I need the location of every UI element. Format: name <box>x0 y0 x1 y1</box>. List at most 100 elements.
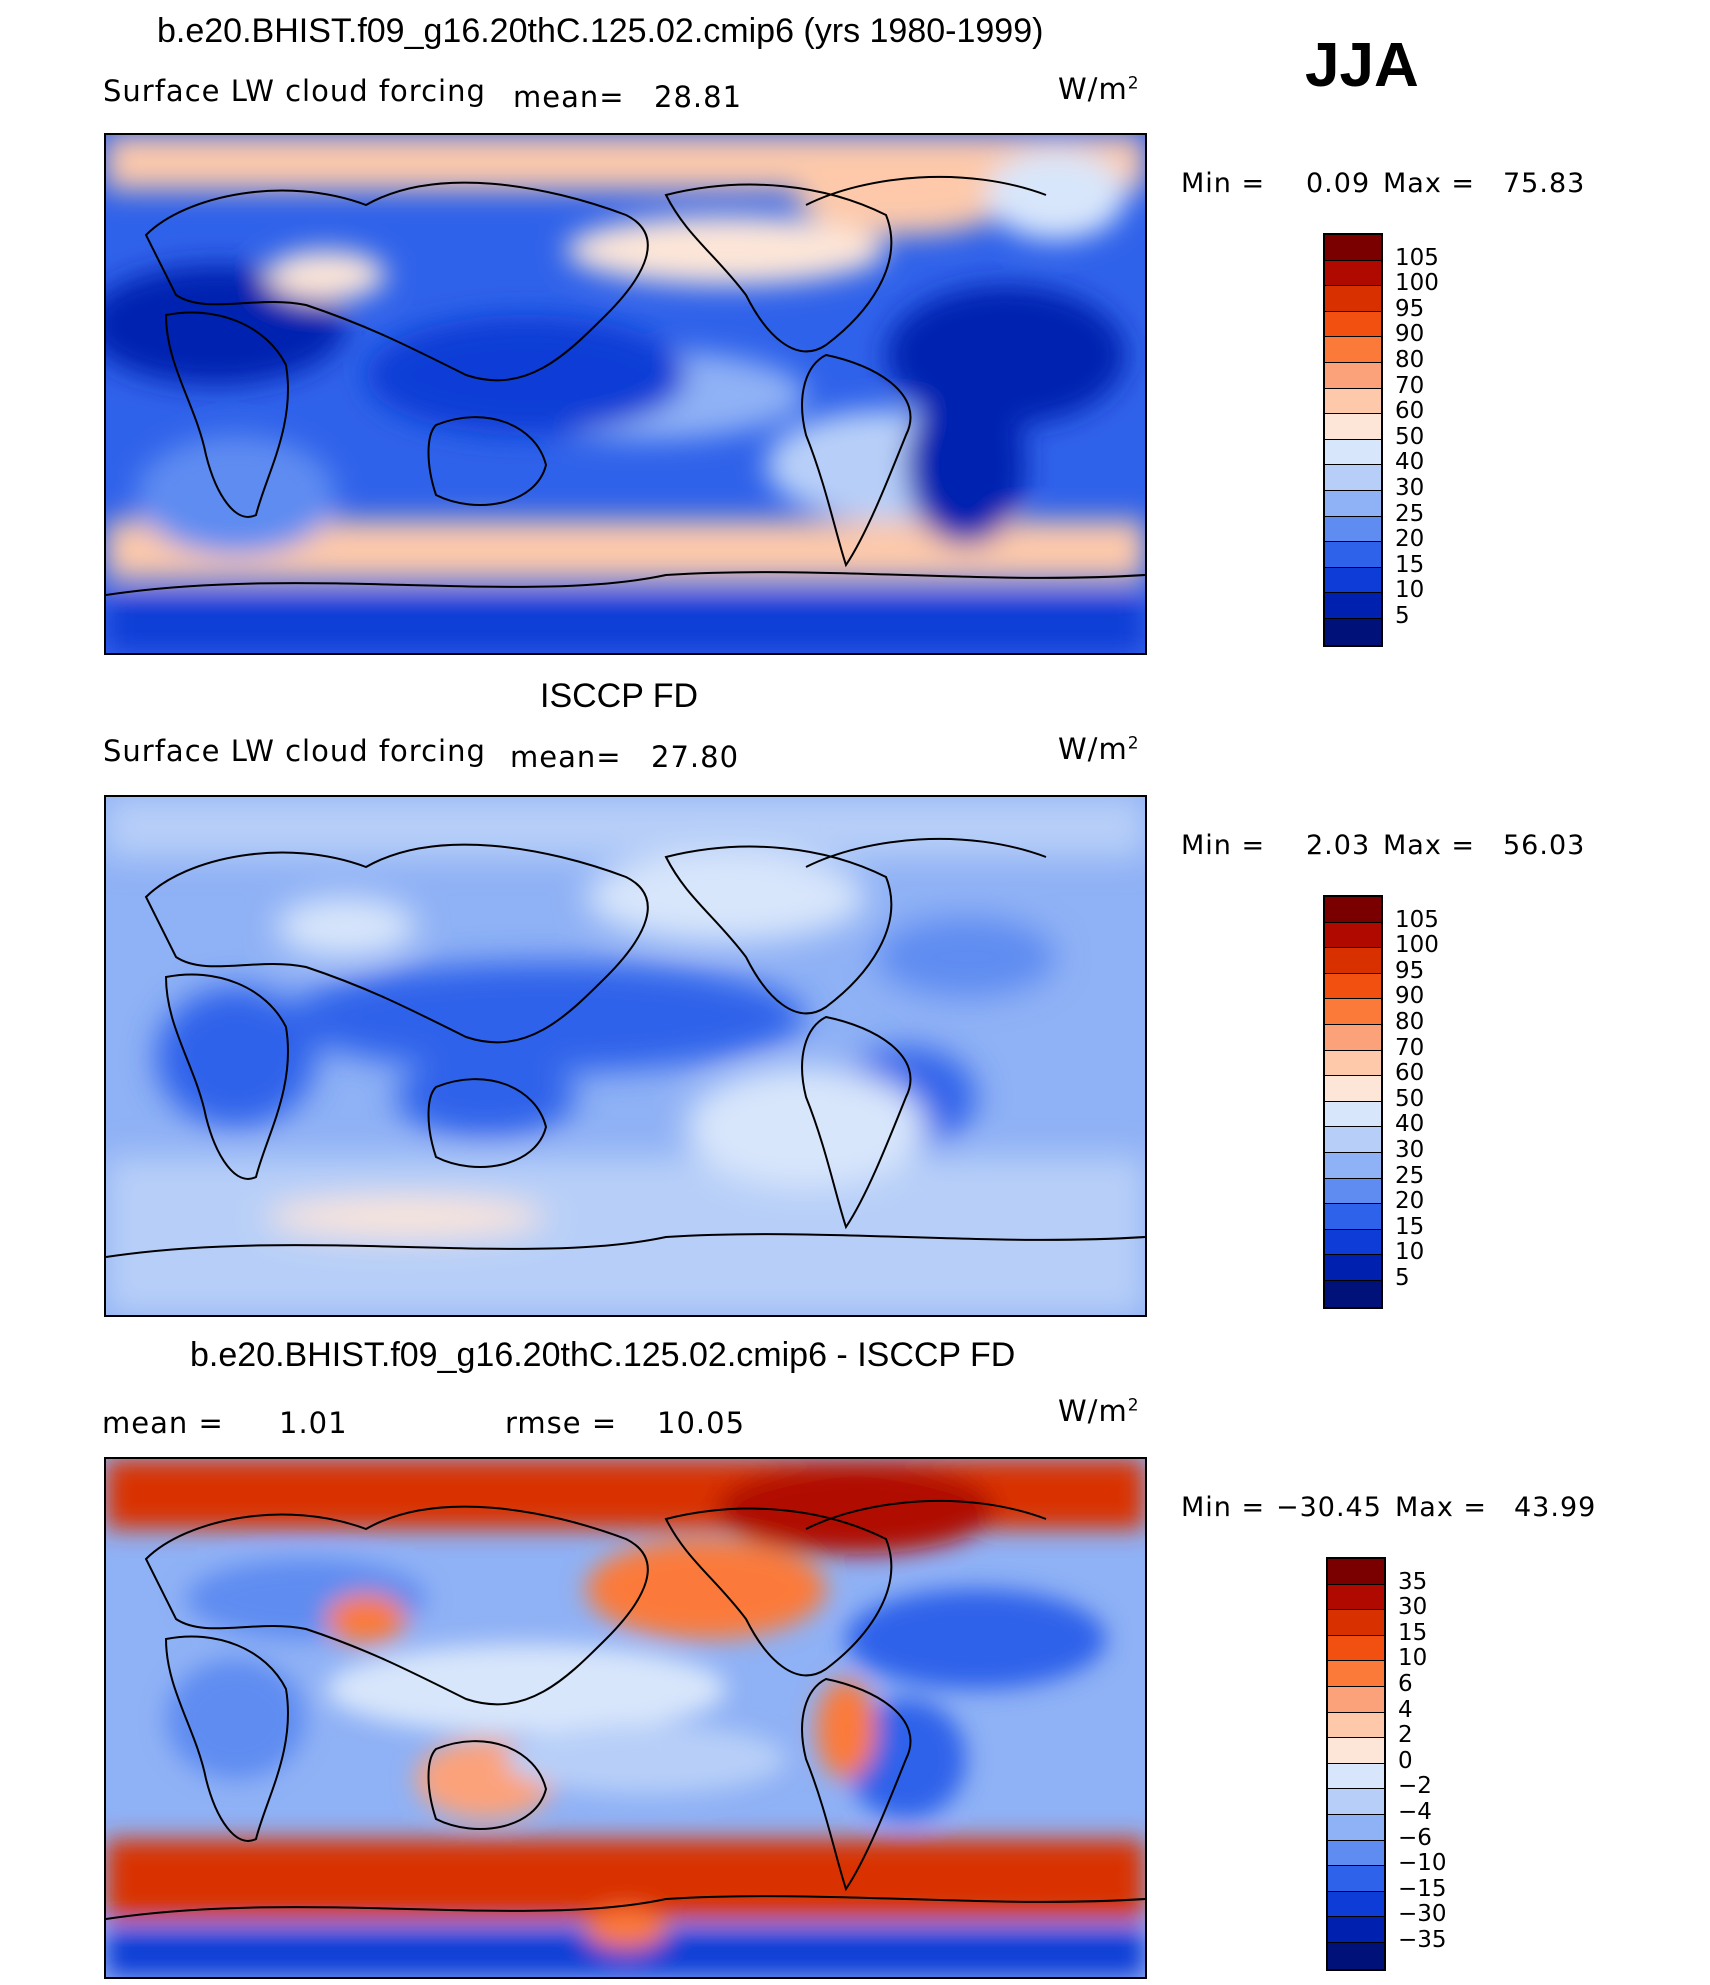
panel2-min-label: Min = <box>1181 830 1266 861</box>
colorbar-cell <box>1325 260 1381 287</box>
colorbar-cell <box>1325 465 1381 491</box>
colorbar-cell <box>1325 1050 1381 1077</box>
colorbar-label: 50 <box>1395 423 1425 450</box>
panel2-title: ISCCP FD <box>540 677 699 715</box>
colorbar-label: 15 <box>1395 1213 1425 1240</box>
colorbar-cell <box>1328 1635 1384 1662</box>
colorbar-label: 5 <box>1395 1265 1410 1291</box>
colorbar-cell <box>1325 1025 1381 1051</box>
colorbar-label: 105 <box>1395 906 1439 933</box>
colorbar-box <box>1323 895 1383 1309</box>
colorbar-label: 15 <box>1395 551 1425 578</box>
panel2-map <box>104 795 1147 1317</box>
colorbar-label: 30 <box>1395 475 1425 501</box>
colorbar-cell <box>1325 1101 1381 1128</box>
panel3-mean-label: mean = <box>102 1406 224 1440</box>
colorbar-label: 60 <box>1395 1060 1425 1087</box>
colorbar-cell <box>1328 1738 1384 1764</box>
colorbar-cell <box>1325 1204 1381 1230</box>
panel2-units: W/m2 <box>1058 732 1140 766</box>
panel1-max-value: 75.83 <box>1503 168 1586 199</box>
colorbar-label: −35 <box>1398 1927 1447 1953</box>
panel1-mean-value: 28.81 <box>654 80 743 114</box>
colorbar-cell <box>1325 567 1381 594</box>
colorbar-label: 30 <box>1395 1137 1425 1163</box>
colorbar-cell <box>1328 1943 1384 1969</box>
colorbar-cell <box>1325 593 1381 619</box>
colorbar-label: 35 <box>1398 1568 1428 1595</box>
colorbar-cell <box>1325 1229 1381 1256</box>
colorbar-cell <box>1328 1584 1384 1611</box>
panel1-mean-label: mean= <box>513 80 625 114</box>
colorbar-cell <box>1325 922 1381 949</box>
panel3-map-svg <box>106 1459 1145 1977</box>
colorbar-label: 70 <box>1395 372 1425 399</box>
panel3-max-label: Max = <box>1395 1492 1488 1523</box>
panel2-mean-value: 27.80 <box>651 740 740 774</box>
colorbar-label: 10 <box>1395 1239 1425 1266</box>
colorbar-label: 105 <box>1395 244 1439 271</box>
colorbar-label: −10 <box>1398 1850 1447 1877</box>
colorbar-cell <box>1325 1076 1381 1102</box>
colorbar-cell <box>1328 1789 1384 1815</box>
colorbar-label: 40 <box>1395 449 1425 476</box>
colorbar-cell <box>1325 1153 1381 1179</box>
colorbar-cell <box>1328 1661 1384 1687</box>
colorbar-label: 80 <box>1395 347 1425 373</box>
colorbar-label: 25 <box>1395 500 1425 527</box>
colorbar-label: −15 <box>1398 1875 1447 1902</box>
colorbar-label: 20 <box>1395 1188 1425 1215</box>
panel3-min-value: −30.45 <box>1276 1492 1382 1523</box>
panel3-rmse-label: rmse = <box>505 1406 618 1440</box>
colorbar-cell <box>1328 1763 1384 1790</box>
colorbar-cell <box>1328 1610 1384 1636</box>
colorbar-cell <box>1328 1866 1384 1892</box>
panel3-map <box>104 1457 1147 1979</box>
colorbar-label: 2 <box>1398 1722 1413 1749</box>
colorbar-label: 80 <box>1395 1009 1425 1035</box>
panel2-max-value: 56.03 <box>1503 830 1586 861</box>
colorbar-cell <box>1325 363 1381 389</box>
colorbar-label: 10 <box>1398 1645 1428 1672</box>
colorbar-label: 20 <box>1395 526 1425 553</box>
panel3-min-label: Min = <box>1181 1492 1266 1523</box>
colorbar-label: 0 <box>1398 1747 1413 1774</box>
colorbar-label: 100 <box>1395 932 1439 959</box>
colorbar-label: 5 <box>1395 603 1410 629</box>
colorbar-label: −30 <box>1398 1901 1447 1928</box>
colorbar-cell <box>1325 414 1381 440</box>
colorbar-cell <box>1325 999 1381 1025</box>
panel2-map-svg <box>106 797 1145 1315</box>
colorbar-cell <box>1325 897 1381 923</box>
colorbar-label: 30 <box>1398 1594 1428 1621</box>
colorbar-label: 6 <box>1398 1671 1413 1697</box>
colorbar-cell <box>1325 1281 1381 1307</box>
colorbar-label: 95 <box>1395 957 1425 984</box>
panel3-units: W/m2 <box>1058 1394 1140 1428</box>
colorbar-cell <box>1325 286 1381 312</box>
colorbar-label: 50 <box>1395 1085 1425 1112</box>
panel3-rmse-value: 10.05 <box>657 1406 746 1440</box>
colorbar-cell <box>1325 1178 1381 1205</box>
panel1-title: b.e20.BHIST.f09_g16.20thC.125.02.cmip6 (… <box>157 12 1044 50</box>
panel3-title: b.e20.BHIST.f09_g16.20thC.125.02.cmip6 -… <box>190 1336 1016 1374</box>
colorbar-label: 25 <box>1395 1162 1425 1189</box>
season-label: JJA <box>1305 31 1419 100</box>
colorbar-label: −4 <box>1398 1799 1432 1825</box>
colorbar-box <box>1323 233 1383 647</box>
panel1-variable: Surface LW cloud forcing <box>103 74 486 108</box>
colorbar-cell <box>1325 491 1381 517</box>
panel3-mean-value: 1.01 <box>279 1406 348 1440</box>
panel2-variable: Surface LW cloud forcing <box>103 734 486 768</box>
colorbar-cell <box>1325 973 1381 1000</box>
panel1-min-label: Min = <box>1181 168 1266 199</box>
colorbar-cell <box>1325 1127 1381 1153</box>
panel1-min-value: 0.09 <box>1306 168 1371 199</box>
colorbar-label: 40 <box>1395 1111 1425 1138</box>
colorbar-cell <box>1325 619 1381 645</box>
colorbar-cell <box>1328 1559 1384 1585</box>
panel1-units: W/m2 <box>1058 72 1140 106</box>
panel1-max-label: Max = <box>1383 168 1476 199</box>
colorbar-cell <box>1325 311 1381 338</box>
colorbar-label: −2 <box>1398 1773 1432 1800</box>
